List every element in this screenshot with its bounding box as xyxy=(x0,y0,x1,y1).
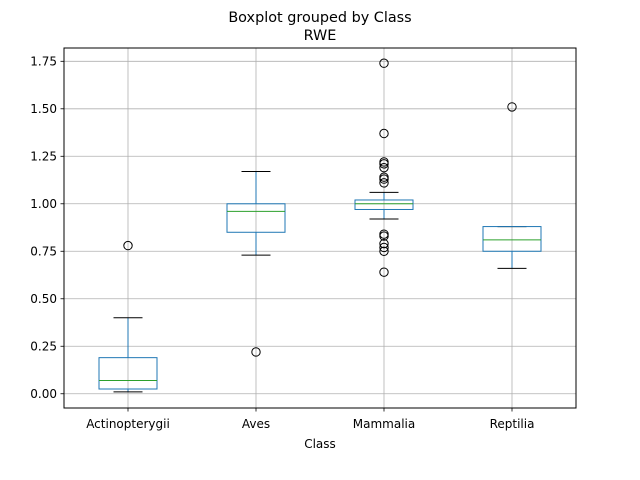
outlier-point xyxy=(379,246,389,256)
y-tick-label: 0.25 xyxy=(30,340,57,354)
y-tick-label: 0.75 xyxy=(30,245,57,259)
chart-title: RWE xyxy=(304,28,337,44)
y-axis: 0.00 0.25 0.50 0.75 1.00 1.25 1.50 1.75 xyxy=(30,55,64,401)
outlier-point xyxy=(379,172,389,182)
y-tick-label: 0.50 xyxy=(30,292,57,306)
y-tick-label: 1.50 xyxy=(30,102,57,116)
box-series xyxy=(98,58,542,393)
box-iqr xyxy=(482,226,542,252)
plot-frame xyxy=(63,47,577,409)
outlier-point xyxy=(123,240,133,251)
x-tick-label: Aves xyxy=(242,417,270,431)
outlier-point xyxy=(379,238,389,249)
outlier-point xyxy=(379,242,389,253)
box-iqr xyxy=(98,357,158,390)
y-tick-label: 1.25 xyxy=(30,150,57,164)
x-tick-label: Mammalia xyxy=(353,417,415,431)
outlier-point xyxy=(379,162,389,173)
box-actinopterygii xyxy=(98,240,158,393)
outlier-point xyxy=(379,267,389,277)
outlier-point xyxy=(379,128,389,139)
x-tick-label: Actinopterygii xyxy=(86,417,170,431)
outlier-point xyxy=(507,102,517,112)
outlier-point xyxy=(379,157,389,167)
y-tick-label: 1.75 xyxy=(30,55,57,69)
outlier-point xyxy=(379,229,389,239)
box-mammalia xyxy=(354,58,414,277)
box-reptilia xyxy=(482,102,542,269)
box-iqr xyxy=(354,199,414,210)
x-axis: Actinopterygii Aves Mammalia Reptilia xyxy=(86,408,534,431)
box-aves xyxy=(226,170,286,357)
y-tick-label: 1.00 xyxy=(30,197,57,211)
outlier-point xyxy=(379,58,389,68)
outlier-point xyxy=(251,347,261,357)
y-tick-label: 0.00 xyxy=(30,387,57,401)
outlier-point xyxy=(379,178,389,188)
x-tick-label: Reptilia xyxy=(490,417,535,431)
x-axis-label: Class xyxy=(304,437,336,451)
box-iqr xyxy=(226,203,286,233)
chart-suptitle: Boxplot grouped by Class xyxy=(228,10,411,26)
